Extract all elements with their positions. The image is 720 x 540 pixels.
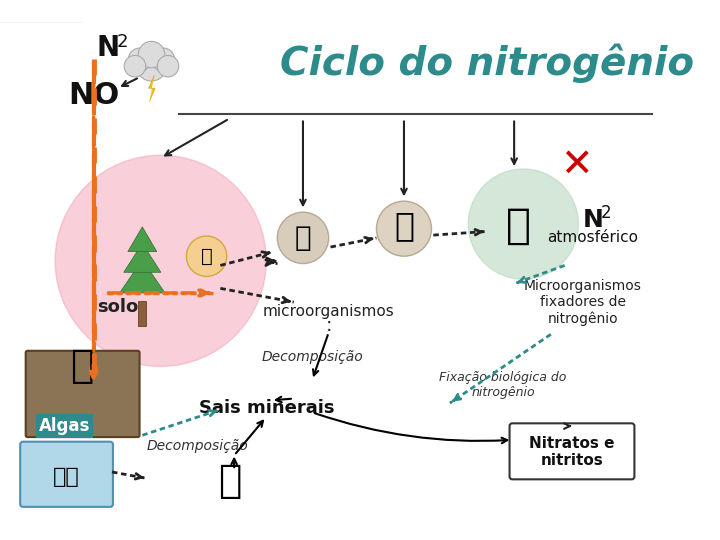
Circle shape [151, 48, 175, 71]
Circle shape [125, 56, 145, 77]
Text: solo: solo [97, 298, 138, 316]
Circle shape [157, 56, 179, 77]
Circle shape [128, 48, 151, 71]
Text: 🦈: 🦈 [218, 462, 241, 500]
Text: 🐀: 🐀 [294, 224, 311, 252]
Text: 🏔️: 🏔️ [71, 347, 94, 386]
Text: 🐟🐡: 🐟🐡 [53, 467, 79, 487]
Circle shape [137, 51, 166, 81]
Text: atmosférico: atmosférico [548, 231, 639, 245]
Text: NO: NO [68, 81, 120, 110]
Text: :: : [325, 315, 332, 335]
Polygon shape [149, 76, 156, 101]
Polygon shape [138, 301, 146, 326]
Text: Nitratos e
nitritos: Nitratos e nitritos [529, 436, 615, 468]
FancyBboxPatch shape [26, 351, 140, 437]
Text: 🌀: 🌀 [201, 247, 212, 266]
Text: Microorganismos
fixadores de
nitrogênio: Microorganismos fixadores de nitrogênio [524, 279, 642, 326]
FancyBboxPatch shape [20, 442, 113, 507]
Circle shape [186, 236, 227, 276]
Text: Decomposição: Decomposição [261, 350, 363, 364]
Text: N: N [96, 34, 120, 62]
Wedge shape [0, 0, 83, 22]
Text: 🏃: 🏃 [506, 205, 531, 247]
Text: ✕: ✕ [560, 145, 593, 184]
Polygon shape [120, 260, 165, 293]
Text: Decomposição: Decomposição [146, 439, 248, 453]
Polygon shape [124, 244, 161, 272]
Text: 2: 2 [117, 33, 128, 51]
Text: Ciclo do nitrogênio: Ciclo do nitrogênio [279, 44, 693, 83]
FancyBboxPatch shape [510, 423, 634, 480]
Circle shape [468, 169, 578, 279]
Text: N: N [582, 207, 603, 232]
Circle shape [277, 212, 329, 264]
Text: Fixação biológica do
nitrogênio: Fixação biológica do nitrogênio [439, 371, 567, 399]
Polygon shape [128, 227, 157, 252]
Text: Algas: Algas [39, 417, 90, 435]
Text: 🐕: 🐕 [394, 210, 414, 242]
Text: 2: 2 [600, 204, 611, 222]
Text: microorganismos: microorganismos [263, 304, 395, 319]
Circle shape [377, 201, 431, 256]
Circle shape [55, 155, 266, 367]
Circle shape [138, 42, 165, 68]
Text: Sais minerais: Sais minerais [199, 399, 334, 417]
